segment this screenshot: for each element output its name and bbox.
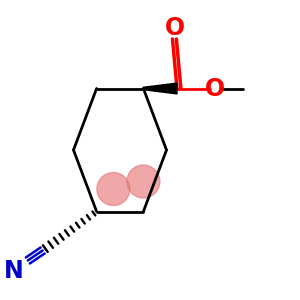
Text: O: O (164, 16, 184, 40)
Text: O: O (205, 76, 226, 100)
Polygon shape (143, 83, 177, 94)
Circle shape (97, 172, 130, 206)
Text: N: N (4, 259, 24, 283)
Circle shape (127, 165, 160, 198)
